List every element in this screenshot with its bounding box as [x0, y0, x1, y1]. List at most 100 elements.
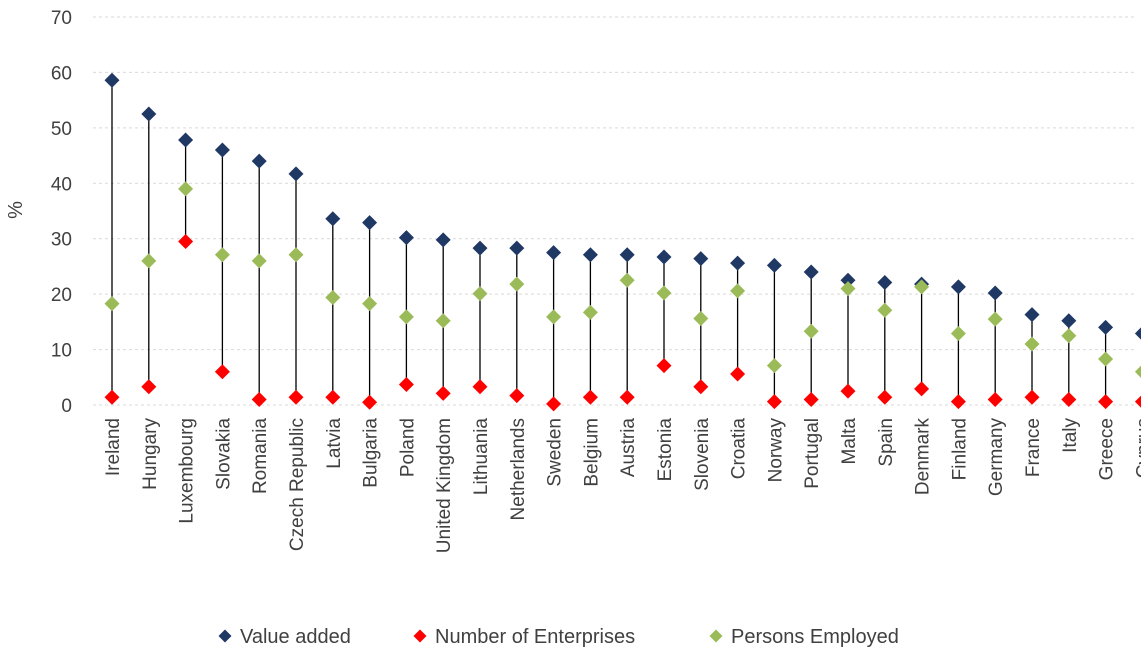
x-category-label: Italy: [1060, 418, 1081, 453]
persons-employed-point: [288, 247, 304, 263]
number-of-enterprises-point: [472, 379, 488, 395]
x-category-label: Netherlands: [508, 418, 529, 520]
x-category-label: Belgium: [581, 418, 602, 487]
legend-label: Value added: [240, 626, 351, 648]
value-added-point: [950, 279, 966, 295]
persons-employed-point: [803, 323, 819, 339]
persons-employed-point: [1098, 351, 1114, 367]
x-category-label: Malta: [839, 418, 860, 465]
persons-employed-point: [766, 358, 782, 374]
value-added-point: [398, 230, 414, 246]
x-category-label: Ireland: [103, 418, 124, 476]
persons-employed-point: [141, 253, 157, 269]
value-added-point: [288, 166, 304, 182]
number-of-enterprises-point: [1098, 394, 1114, 410]
value-added-point: [325, 211, 341, 227]
number-of-enterprises-point: [693, 379, 709, 395]
persons-employed-point: [950, 325, 966, 341]
number-of-enterprises-point: [288, 389, 304, 405]
persons-employed-point: [546, 309, 562, 325]
x-category-label: Bulgaria: [361, 418, 382, 488]
value-added-point: [619, 247, 635, 263]
y-tick-label: 30: [51, 230, 72, 251]
persons-employed-point: [840, 281, 856, 297]
legend-item-persons-employed: Persons Employed: [709, 626, 899, 648]
y-tick-label: 50: [51, 119, 72, 140]
persons-employed-point: [509, 276, 525, 292]
number-of-enterprises-point: [840, 383, 856, 399]
number-of-enterprises-point: [1024, 389, 1040, 405]
legend: Value added Number of Enterprises Persons …: [218, 626, 899, 648]
x-category-label: Luxembourg: [177, 418, 198, 524]
x-category-label: Hungary: [140, 418, 161, 490]
number-of-enterprises-point: [398, 376, 414, 392]
x-category-label: Romania: [250, 418, 271, 494]
persons-employed-point: [435, 313, 451, 329]
persons-employed-point: [1061, 328, 1077, 344]
x-category-label: Slovakia: [213, 418, 234, 490]
number-of-enterprises-point: [803, 391, 819, 407]
number-of-enterprises-point: [214, 364, 230, 380]
x-category-label: Finland: [949, 418, 970, 480]
number-of-enterprises-point: [546, 396, 562, 412]
persons-employed-point: [178, 181, 194, 197]
value-added-point: [1061, 313, 1077, 329]
persons-employed-point: [730, 283, 746, 299]
x-category-label: Spain: [876, 418, 897, 467]
data-markers: [104, 72, 1141, 412]
y-tick-label: 60: [51, 63, 72, 84]
persons-employed-point: [214, 247, 230, 263]
x-category-label: Greece: [1097, 418, 1118, 480]
x-category-label: France: [1023, 418, 1044, 477]
x-category-label: Slovenia: [692, 418, 713, 491]
number-of-enterprises-point: [325, 389, 341, 405]
persons-employed-point: [104, 296, 120, 312]
number-of-enterprises-point: [1134, 395, 1141, 408]
persons-employed-point: [325, 289, 341, 305]
number-of-enterprises-point: [104, 389, 120, 405]
legend-marker: [709, 629, 723, 643]
number-of-enterprises-point: [619, 389, 635, 405]
persons-employed-point: [656, 285, 672, 301]
number-of-enterprises-point: [582, 389, 598, 405]
persons-employed-point: [987, 311, 1003, 327]
x-category-label: Czech Republic: [287, 418, 308, 551]
value-added-point: [214, 142, 230, 158]
persons-employed-point: [398, 309, 414, 325]
value-added-point: [1134, 327, 1141, 340]
legend-label: Number of Enterprises: [435, 626, 635, 648]
x-category-label: Portugal: [802, 418, 823, 489]
value-added-point: [693, 251, 709, 267]
x-category-label: Germany: [986, 418, 1007, 497]
persons-employed-point: [472, 286, 488, 302]
x-category-label: United Kingdom: [434, 418, 455, 553]
number-of-enterprises-point: [251, 391, 267, 407]
x-category-label: Sweden: [545, 418, 566, 487]
x-category-label: Norway: [765, 418, 786, 483]
number-of-enterprises-point: [914, 381, 930, 397]
number-of-enterprises-point: [1061, 391, 1077, 407]
legend-item-value-added: Value added: [218, 626, 351, 648]
x-category-label: Latvia: [324, 418, 345, 469]
value-added-point: [546, 245, 562, 261]
value-added-point: [766, 257, 782, 273]
persons-employed-point: [251, 253, 267, 269]
gridlines: [93, 16, 1137, 406]
number-of-enterprises-point: [987, 391, 1003, 407]
number-of-enterprises-point: [877, 389, 893, 405]
persons-employed-point: [362, 296, 378, 312]
value-added-point: [582, 247, 598, 263]
value-added-point: [987, 285, 1003, 301]
y-tick-label: 40: [51, 174, 72, 195]
persons-employed-point: [877, 302, 893, 318]
legend-label: Persons Employed: [731, 626, 899, 648]
persons-employed-point: [582, 304, 598, 320]
value-added-point: [877, 275, 893, 291]
number-of-enterprises-point: [178, 233, 194, 249]
persons-employed-point: [1134, 365, 1141, 378]
x-category-label: Estonia: [655, 418, 676, 482]
number-of-enterprises-point: [730, 366, 746, 382]
x-category-label: Lithuania: [471, 418, 492, 496]
value-added-point: [362, 215, 378, 231]
x-category-label: Poland: [397, 418, 418, 477]
